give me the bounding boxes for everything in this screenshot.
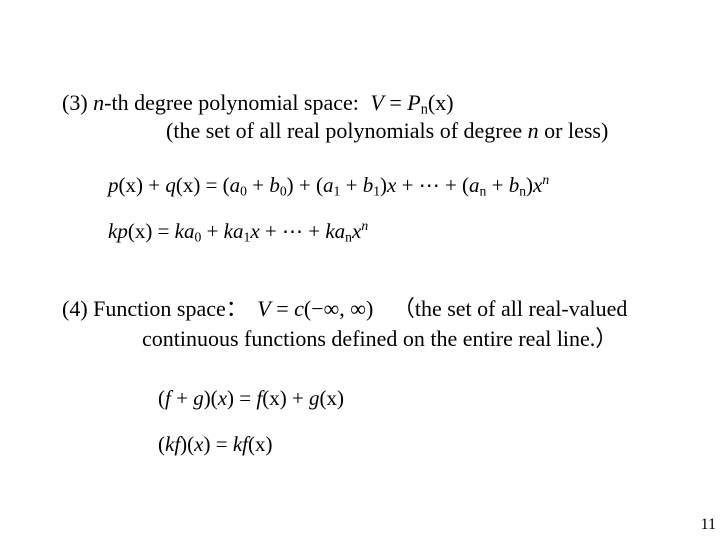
text: (−∞, ∞) <box>304 296 373 321</box>
text: (x) + <box>262 386 309 410</box>
equation-kp: kp(x) = ka0 + ka1x + ⋯ + kanxn <box>108 218 368 246</box>
text: + <box>201 219 223 243</box>
var: x <box>250 219 259 243</box>
var: b <box>509 173 520 197</box>
text: )( <box>180 432 194 456</box>
equation-fg-sum: (f + g)(x) = f(x) + g(x) <box>158 386 344 411</box>
item4-heading: (4) Function space： V = c(−∞, ∞) （the se… <box>62 296 627 322</box>
var: g <box>193 386 204 410</box>
text: + ( <box>445 173 469 197</box>
var: ka <box>175 219 195 243</box>
item3-heading: (3) n-th degree polynomial space: V = Pn… <box>62 90 454 119</box>
text: ： <box>226 296 248 321</box>
sub: n <box>519 184 526 199</box>
page-number: 11 <box>701 516 716 534</box>
var: a <box>323 173 334 197</box>
sub: n <box>345 230 352 245</box>
text: + <box>247 173 269 197</box>
text: ) <box>380 173 387 197</box>
text: （the set of all real-valued <box>393 296 628 321</box>
var: p <box>108 173 119 197</box>
text: ) + ( <box>287 173 323 197</box>
var-V: V <box>257 296 270 321</box>
text: (x) + <box>119 173 166 197</box>
text: ) <box>526 173 533 197</box>
text: (3) <box>62 90 93 115</box>
var: kp <box>108 219 128 243</box>
var-c: c <box>294 296 304 321</box>
var-n: n <box>93 90 104 115</box>
var: q <box>165 173 176 197</box>
text: (x) = <box>128 219 175 243</box>
text: (the set of all real polynomials of degr… <box>166 118 528 143</box>
sub: 0 <box>240 184 247 199</box>
text: (x) <box>248 432 273 456</box>
sub: 1 <box>373 184 380 199</box>
text: + <box>396 173 418 197</box>
text: (x) = ( <box>176 173 230 197</box>
text: + <box>260 219 282 243</box>
sub-n: n <box>421 102 428 118</box>
var: b <box>363 173 374 197</box>
text: (x) <box>320 386 345 410</box>
text: continuous functions defined on the enti… <box>142 326 617 351</box>
var: a <box>469 173 480 197</box>
var: ka <box>224 219 244 243</box>
sup: n <box>542 172 549 187</box>
text: (x) <box>428 90 454 115</box>
text: ⋯ <box>419 173 445 197</box>
var-P: P <box>407 90 420 115</box>
text: or less) <box>539 118 609 143</box>
text: + <box>486 173 508 197</box>
item3-description: (the set of all real polynomials of degr… <box>166 118 608 144</box>
text: ( <box>158 432 165 456</box>
text: + <box>340 173 362 197</box>
var: kf <box>165 432 180 456</box>
text: = <box>271 296 294 321</box>
text: ( <box>158 386 165 410</box>
var: ka <box>325 219 345 243</box>
var: x <box>533 173 542 197</box>
text: ) = <box>227 386 256 410</box>
text: + <box>308 219 325 243</box>
text: + <box>171 386 193 410</box>
equation-pq-sum: p(x) + q(x) = (a0 + b0) + (a1 + b1)x + ⋯… <box>108 172 549 200</box>
text: ) = <box>203 432 232 456</box>
var: b <box>269 173 280 197</box>
var: x <box>352 219 361 243</box>
var: x <box>218 386 227 410</box>
var: g <box>309 386 320 410</box>
formula-v-pn: V = Pn(x) <box>370 90 453 115</box>
var-V: V <box>370 90 383 115</box>
var: a <box>230 173 241 197</box>
slide: (3) n-th degree polynomial space: V = Pn… <box>0 0 720 540</box>
var: kf <box>233 432 248 456</box>
text: -th degree polynomial space: <box>104 90 359 115</box>
equation-kf: (kf)(x) = kf(x) <box>158 432 272 457</box>
text: ⋯ <box>282 219 308 243</box>
sub: 0 <box>280 184 287 199</box>
item4-description: continuous functions defined on the enti… <box>142 326 617 352</box>
formula-v-c: V = c(−∞, ∞) <box>257 296 379 321</box>
text: (4) Function space <box>62 296 226 321</box>
var: x <box>387 173 396 197</box>
text: )( <box>204 386 218 410</box>
sup: n <box>361 218 368 233</box>
var-n: n <box>528 118 539 143</box>
text: = <box>384 90 407 115</box>
